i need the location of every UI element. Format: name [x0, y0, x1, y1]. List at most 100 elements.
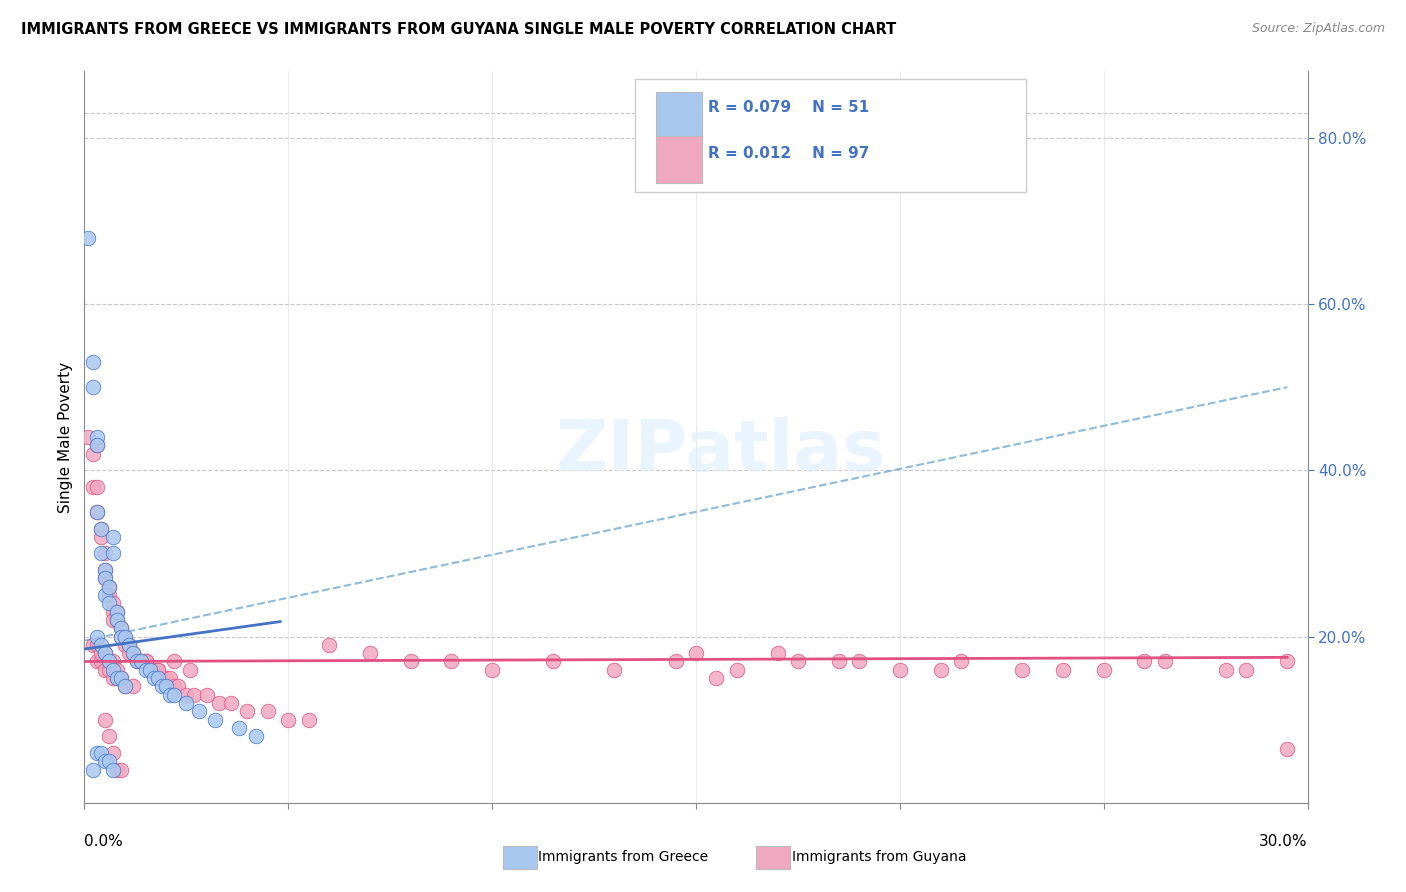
Point	[163, 655, 186, 669]
Point	[93, 646, 115, 660]
Point	[138, 663, 160, 677]
Point	[174, 688, 197, 702]
Point	[101, 671, 124, 685]
Point	[93, 571, 115, 585]
Point	[114, 630, 136, 644]
Point	[82, 355, 104, 369]
Point	[90, 646, 112, 660]
Point	[110, 763, 132, 777]
Point	[90, 638, 112, 652]
Point	[725, 663, 748, 677]
Point	[86, 438, 108, 452]
Point	[298, 713, 321, 727]
Point	[257, 705, 280, 719]
Point	[146, 671, 169, 685]
Point	[82, 447, 104, 461]
Point	[90, 655, 112, 669]
Point	[86, 430, 108, 444]
Point	[101, 655, 124, 669]
Point	[101, 663, 124, 677]
Text: Immigrants from Guyana: Immigrants from Guyana	[792, 850, 966, 864]
Point	[86, 630, 108, 644]
Point	[77, 430, 100, 444]
Point	[1133, 655, 1156, 669]
Point	[97, 580, 120, 594]
Point	[105, 605, 128, 619]
Point	[93, 754, 115, 768]
Point	[118, 638, 141, 652]
Y-axis label: Single Male Poverty: Single Male Poverty	[58, 361, 73, 513]
Point	[105, 613, 128, 627]
Point	[110, 671, 132, 685]
Point	[86, 480, 108, 494]
Point	[90, 521, 112, 535]
Point	[440, 655, 463, 669]
Point	[135, 663, 157, 677]
Point	[105, 613, 128, 627]
Point	[135, 655, 157, 669]
Point	[665, 655, 688, 669]
Point	[101, 530, 124, 544]
Point	[685, 646, 707, 660]
Point	[93, 563, 115, 577]
Point	[1154, 655, 1177, 669]
Point	[114, 680, 136, 694]
Text: 30.0%: 30.0%	[1260, 834, 1308, 849]
Point	[318, 638, 340, 652]
Point	[110, 630, 132, 644]
Point	[82, 380, 104, 394]
Point	[277, 713, 299, 727]
Point	[86, 746, 108, 760]
Point	[163, 688, 186, 702]
Point	[159, 688, 181, 702]
Point	[183, 688, 205, 702]
Point	[228, 721, 250, 735]
Point	[766, 646, 789, 660]
Point	[93, 546, 115, 560]
Text: IMMIGRANTS FROM GREECE VS IMMIGRANTS FROM GUYANA SINGLE MALE POVERTY CORRELATION: IMMIGRANTS FROM GREECE VS IMMIGRANTS FRO…	[21, 22, 897, 37]
Point	[122, 646, 145, 660]
Point	[90, 530, 112, 544]
Point	[1277, 655, 1299, 669]
Text: R = 0.012    N = 97: R = 0.012 N = 97	[709, 145, 869, 161]
Point	[110, 671, 132, 685]
Point	[236, 705, 259, 719]
Point	[706, 671, 728, 685]
Point	[101, 763, 124, 777]
Point	[481, 663, 503, 677]
Point	[889, 663, 911, 677]
Point	[399, 655, 422, 669]
Point	[93, 663, 115, 677]
Point	[1052, 663, 1074, 677]
Text: 0.0%: 0.0%	[84, 834, 124, 849]
Point	[131, 655, 153, 669]
Point	[146, 663, 169, 677]
FancyBboxPatch shape	[655, 92, 702, 139]
Point	[105, 763, 128, 777]
Point	[90, 746, 112, 760]
Point	[110, 630, 132, 644]
Point	[114, 638, 136, 652]
Point	[1215, 663, 1237, 677]
Point	[150, 680, 173, 694]
Point	[127, 655, 149, 669]
Point	[97, 655, 120, 669]
Point	[787, 655, 810, 669]
Text: R = 0.079    N = 51: R = 0.079 N = 51	[709, 101, 869, 115]
Point	[122, 646, 145, 660]
Point	[122, 680, 145, 694]
Point	[101, 546, 124, 560]
Point	[929, 663, 952, 677]
Point	[82, 763, 104, 777]
Point	[159, 671, 181, 685]
Point	[93, 713, 115, 727]
Point	[1092, 663, 1115, 677]
Point	[195, 688, 218, 702]
Point	[93, 563, 115, 577]
Point	[155, 671, 177, 685]
Point	[219, 696, 242, 710]
Point	[90, 546, 112, 560]
Point	[131, 655, 153, 669]
Point	[543, 655, 565, 669]
Point	[1236, 663, 1258, 677]
